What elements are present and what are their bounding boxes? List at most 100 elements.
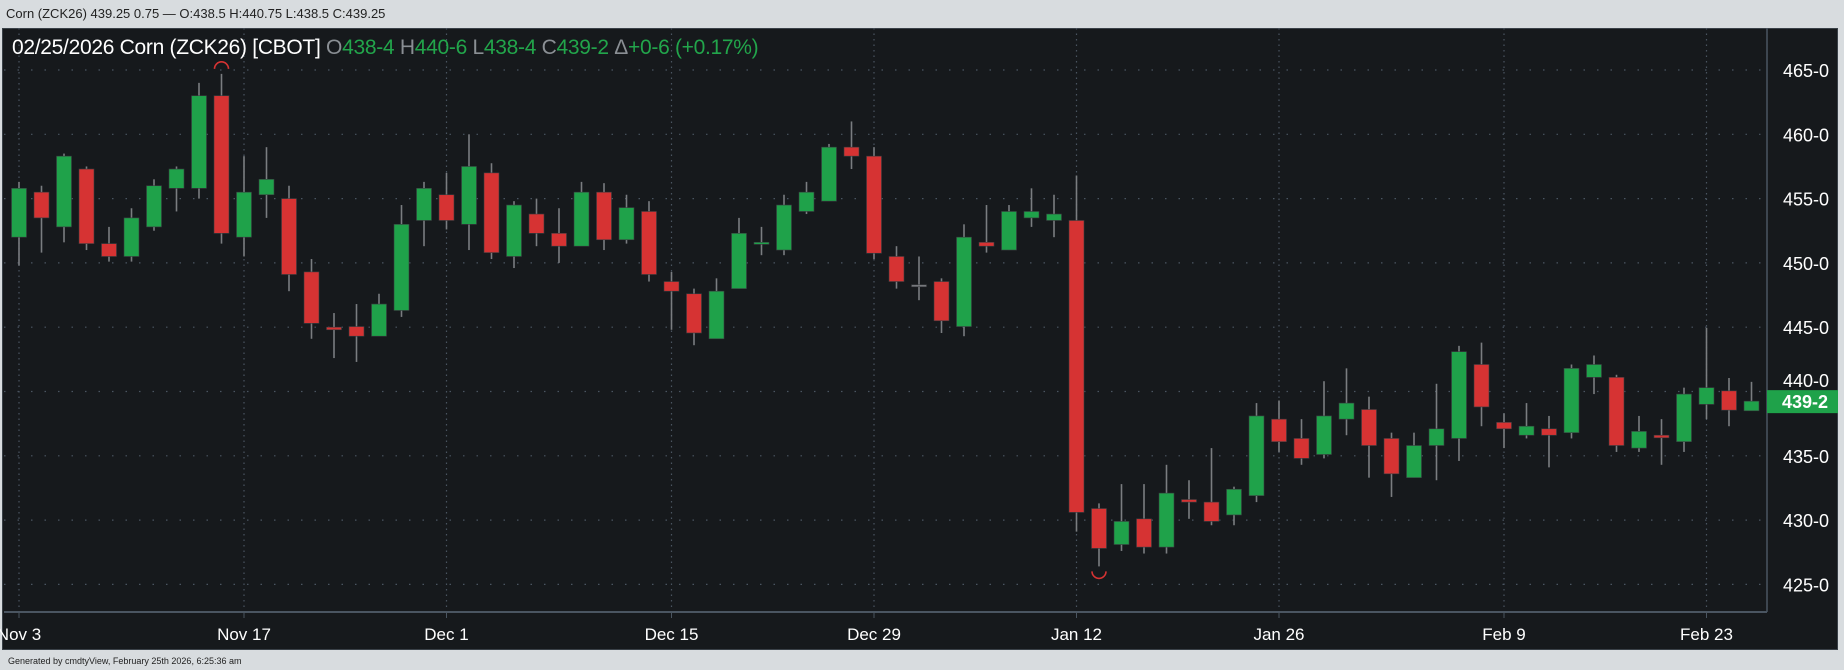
candle [1473,342,1490,427]
candle [528,198,545,247]
candle [1136,484,1152,554]
candle [1113,484,1130,551]
candle [1653,419,1670,465]
candle-body [933,281,950,322]
candle-body [236,191,252,238]
candle-body [573,191,590,247]
candle [483,163,500,260]
candle [911,256,927,301]
candle [753,226,770,256]
close-value: 439-2 [556,36,610,59]
date-tick-label: Feb 23 [1680,625,1733,644]
candle-body [866,155,882,254]
change-value: +0-6 (+0.17%) [628,36,759,59]
candle [1226,486,1242,526]
candle [191,82,207,199]
candle [821,143,837,202]
high-marker-arc [213,61,230,69]
candle-body [1338,402,1355,420]
candle-body [641,211,657,275]
candle-body [1563,368,1580,433]
chart-header: 02/25/2026 Corn (ZCK26) [CBOT] O438-4 H4… [12,36,759,60]
candle [1496,413,1512,449]
candle-body [663,281,680,292]
candle-body [1496,422,1512,430]
candle-body [1271,418,1287,442]
candle [371,293,387,337]
candle [123,208,140,262]
date-tick-label: Jan 26 [1253,625,1304,644]
candle [1068,175,1085,532]
candle-body [978,242,995,247]
candle [78,166,95,251]
candle-body [911,284,927,288]
candle-body [326,326,342,331]
candle-body [708,290,725,340]
close-label: C [541,36,557,59]
candle-body [1743,400,1760,412]
low-value: 438-4 [483,36,537,59]
price-tick-label: 450-0 [1783,254,1829,274]
candle [956,224,972,337]
candle-body [146,185,162,228]
candle-body [1653,434,1670,439]
candle [1091,503,1107,567]
candle-body [1383,438,1400,475]
candle [843,121,860,170]
candle [1451,345,1467,461]
candle [303,259,320,339]
candle [1338,368,1355,436]
top-info-text: Corn (ZCK26) 439.25 0.75 — O:438.5 H:440… [6,6,386,21]
candle [731,217,747,289]
candle-body [1541,428,1557,436]
candle-body [843,146,860,157]
candle [1293,419,1310,465]
header-instrument: Corn (ZCK26) [CBOT] [119,36,321,59]
candle [258,147,275,218]
candle [1023,188,1040,227]
candle [1608,374,1625,452]
price-tick-label: 430-0 [1783,511,1829,531]
candle [1181,480,1197,519]
candle [1541,415,1557,468]
candle-body [438,194,455,221]
candle [551,208,567,263]
candle-body [1068,220,1085,513]
candle [1046,194,1062,238]
candle-body [888,256,905,282]
price-axis: 465-0 460-0 455-0 450-0 445-0 440-0 435-0 430-0… [1783,61,1829,595]
candle [978,205,995,253]
last-price-box [1767,390,1838,414]
candle-body [123,217,140,257]
candle-body [1676,393,1692,442]
date-tick-label: Dec 1 [424,625,468,644]
candle [236,156,252,257]
candle [573,181,590,247]
candle [101,226,117,262]
candle [866,147,882,260]
candle-body [1203,501,1220,522]
gridlines [4,28,1765,612]
candle-body [1631,431,1647,449]
candle-body [393,224,410,311]
candle [1316,381,1332,459]
candle-body [1226,488,1242,516]
open-label: O [326,36,343,59]
candle-body [1023,211,1040,219]
markers [213,61,1107,580]
candle [1383,432,1400,497]
candle [146,179,162,231]
candle-body [56,155,72,228]
candle-body [101,243,117,257]
candle-body [753,242,770,245]
candle [1271,400,1287,452]
candle [416,181,432,247]
candle [798,181,815,215]
high-label: H [399,36,415,59]
candle-body [1113,521,1130,545]
chart-panel [2,28,1838,650]
date-tick-label: Feb 9 [1482,625,1525,644]
price-tick-label: 435-0 [1783,447,1829,467]
candle-body [371,303,387,337]
